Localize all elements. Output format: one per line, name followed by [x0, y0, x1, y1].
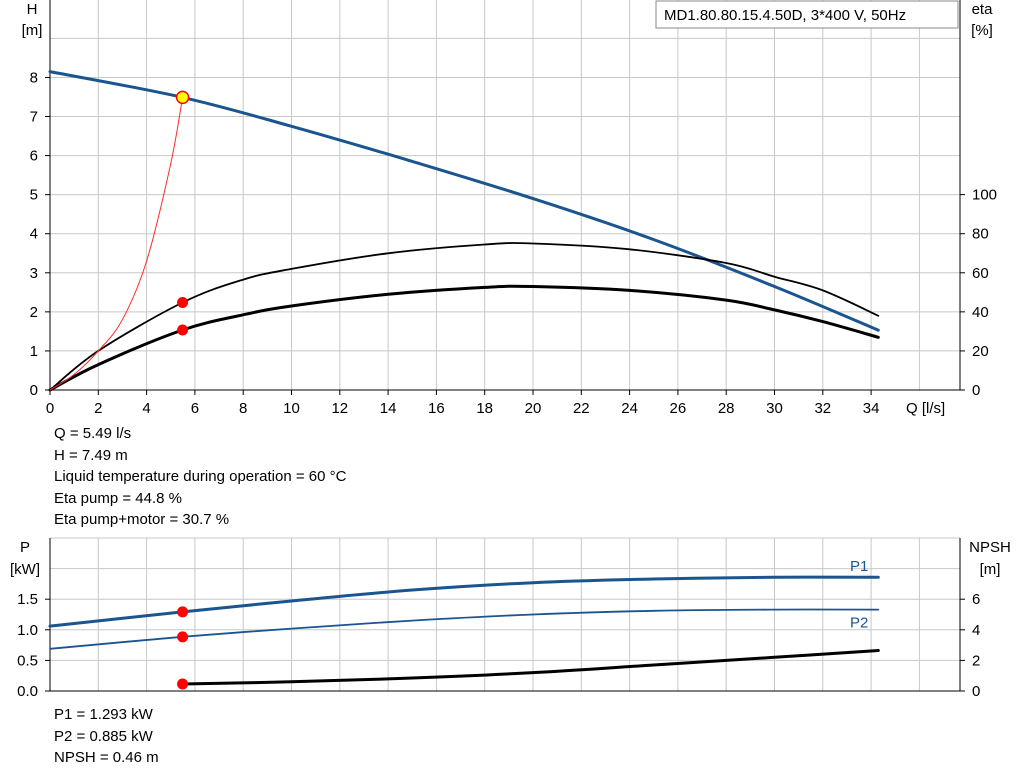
x-tick-label: 30	[766, 400, 783, 417]
y-tick-label: 4	[30, 226, 38, 243]
y-right-tick-label: 4	[972, 622, 980, 639]
x-tick-label: 22	[573, 400, 590, 417]
y-right-tick-label: 20	[972, 343, 989, 360]
x-tick-label: 28	[718, 400, 735, 417]
power-point-info: P1 = 1.293 kW P2 = 0.885 kW NPSH = 0.46 …	[54, 704, 159, 769]
operating-point-info: Q = 5.49 l/s H = 7.49 m Liquid temperatu…	[54, 423, 346, 531]
operating-point-marker	[177, 678, 189, 690]
x-tick-label: 16	[428, 400, 445, 417]
eta-pump-motor-value: Eta pump+motor = 30.7 %	[54, 511, 230, 528]
y-axis-label: P	[20, 539, 30, 556]
y-tick-label: 3	[30, 265, 38, 282]
series-eta_pump_motor	[48, 284, 880, 392]
x-tick-label: 34	[863, 400, 880, 417]
series-label-p2: P2	[850, 615, 868, 632]
x-tick-label: 18	[476, 400, 493, 417]
x-tick-label: 32	[814, 400, 831, 417]
series-H	[48, 70, 880, 332]
liquid-temperature: Liquid temperature during operation = 60…	[54, 468, 347, 485]
y-tick-label: 5	[30, 187, 38, 204]
npsh-value: NPSH = 0.46 m	[54, 749, 159, 766]
operating-point-marker	[177, 631, 189, 643]
y-right-tick-label: 100	[972, 187, 997, 204]
series-NPSH	[181, 649, 880, 686]
y-right-tick-label: 80	[972, 226, 989, 243]
flow-value: Q = 5.49 l/s	[54, 425, 132, 442]
x-tick-label: 4	[142, 400, 150, 417]
operating-point-marker	[177, 296, 189, 308]
y-axis-unit: [m]	[22, 22, 43, 39]
series-P1	[48, 575, 880, 628]
y-tick-label: 1.5	[17, 591, 38, 608]
y-tick-label: 6	[30, 148, 38, 165]
x-tick-label: 12	[331, 400, 348, 417]
duty-point-marker	[175, 90, 190, 105]
eta-pump-value: Eta pump = 44.8 %	[54, 489, 182, 507]
x-tick-label: 24	[621, 400, 638, 417]
title-box	[655, 0, 959, 29]
y-right-axis-unit: [m]	[980, 561, 1001, 578]
y-tick-label: 1.0	[17, 622, 38, 639]
x-tick-label: 20	[525, 400, 542, 417]
y-tick-label: 1	[30, 343, 38, 360]
y-right-axis-label: eta	[972, 1, 994, 18]
operating-point-marker	[177, 324, 189, 336]
x-tick-label: 2	[94, 400, 102, 417]
y-right-tick-label: 2	[972, 652, 980, 669]
y-right-tick-label: 6	[972, 591, 980, 608]
y-tick-label: 0	[30, 382, 38, 399]
y-axis-label: H	[27, 1, 38, 18]
y-tick-label: 7	[30, 109, 38, 126]
x-axis-label: Q [l/s]	[906, 400, 945, 417]
head-value: H = 7.49 m	[54, 446, 128, 464]
y-right-axis-unit: [%]	[971, 22, 993, 39]
x-tick-label: 6	[191, 400, 199, 417]
y-axis-unit: [kW]	[10, 561, 40, 578]
y-tick-label: 2	[30, 304, 38, 321]
series-label-p1: P1	[850, 558, 868, 575]
y-tick-label: 0.0	[17, 683, 38, 700]
head-efficiency-chart: 0 2 4 6 8 10 12 14 16 18 20 22 24 26 28 30 32 34012345678…	[22, 0, 997, 417]
x-tick-label: 0	[46, 400, 54, 417]
y-tick-label: 0.5	[17, 652, 38, 669]
p2-value: P2 = 0.885 kW	[54, 727, 153, 745]
series-system_curve	[49, 96, 184, 391]
y-tick-label: 8	[30, 69, 38, 86]
power-npsh-chart: 0.0 0.5 1.0 1.5 0 2 4 6 P [kW] NPSH [m] P1 P2	[10, 537, 1011, 700]
y-right-tick-label: 40	[972, 304, 989, 321]
x-tick-label: 26	[670, 400, 687, 417]
p1-value: P1 = 1.293 kW	[54, 706, 153, 723]
chart-title: MD1.80.80.15.4.50D, 3*400 V, 50Hz	[664, 7, 906, 24]
y-right-axis-label: NPSH	[969, 539, 1011, 556]
y-right-tick-label: 60	[972, 265, 989, 282]
operating-point-marker	[177, 606, 189, 618]
x-tick-label: 10	[283, 400, 300, 417]
x-tick-label: 14	[380, 400, 397, 417]
series-eta_pump	[49, 242, 880, 391]
series-P2	[49, 608, 880, 650]
x-tick-label: 8	[239, 400, 247, 417]
y-right-tick-label: 0	[972, 683, 980, 700]
y-right-tick-label: 0	[972, 382, 980, 399]
